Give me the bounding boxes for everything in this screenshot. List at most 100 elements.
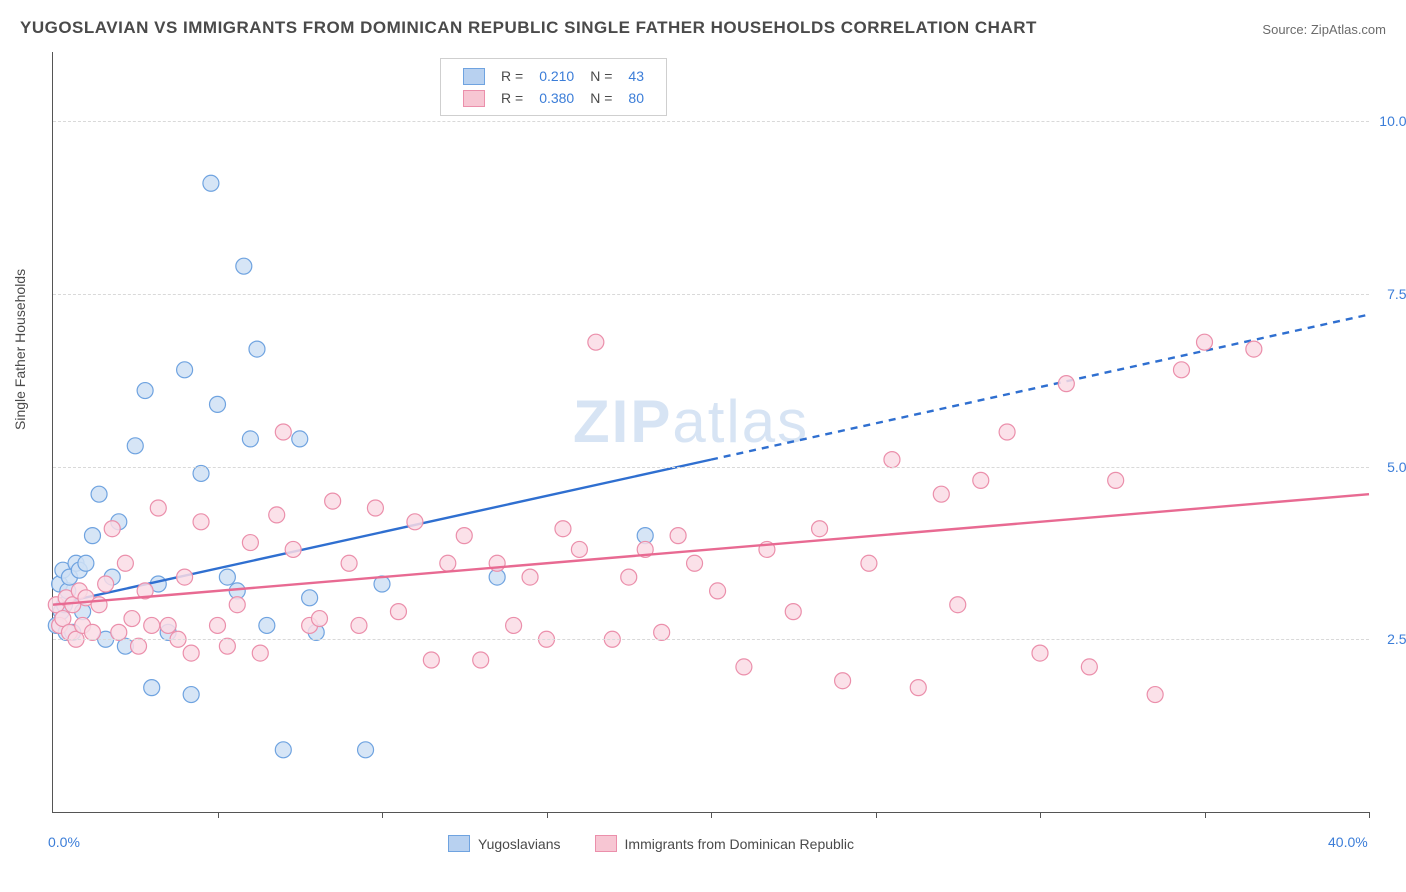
- scatter-point: [1081, 659, 1097, 675]
- scatter-point: [249, 341, 265, 357]
- scatter-point: [111, 624, 127, 640]
- scatter-point: [473, 652, 489, 668]
- legend-item: Immigrants from Dominican Republic: [595, 835, 855, 852]
- scatter-point: [311, 611, 327, 627]
- gridline-h: [53, 467, 1369, 468]
- scatter-point: [861, 555, 877, 571]
- scatter-point: [150, 500, 166, 516]
- scatter-point: [1032, 645, 1048, 661]
- scatter-point: [571, 541, 587, 557]
- scatter-point: [654, 624, 670, 640]
- scatter-point: [358, 742, 374, 758]
- legend-item: Yugoslavians: [448, 835, 561, 852]
- legend-swatch: [463, 68, 485, 85]
- scatter-point: [124, 611, 140, 627]
- scatter-point: [736, 659, 752, 675]
- chart-title: YUGOSLAVIAN VS IMMIGRANTS FROM DOMINICAN…: [20, 18, 1037, 38]
- scatter-point: [219, 569, 235, 585]
- scatter-point: [1197, 334, 1213, 350]
- x-tick-label: 0.0%: [48, 834, 80, 850]
- scatter-point: [252, 645, 268, 661]
- scatter-point: [341, 555, 357, 571]
- y-axis-label: Single Father Households: [12, 269, 28, 430]
- x-tick: [218, 812, 219, 818]
- source-attribution: Source: ZipAtlas.com: [1262, 22, 1386, 37]
- legend-n-value: 43: [620, 65, 652, 87]
- scatter-point: [423, 652, 439, 668]
- scatter-point: [292, 431, 308, 447]
- scatter-point: [785, 604, 801, 620]
- scatter-point: [1147, 687, 1163, 703]
- scatter-point: [193, 514, 209, 530]
- chart-container: YUGOSLAVIAN VS IMMIGRANTS FROM DOMINICAN…: [0, 0, 1406, 892]
- scatter-point: [104, 521, 120, 537]
- legend-label: Yugoslavians: [478, 836, 561, 852]
- scatter-point: [84, 528, 100, 544]
- scatter-point: [203, 175, 219, 191]
- scatter-point: [670, 528, 686, 544]
- legend-label: Immigrants from Dominican Republic: [625, 836, 855, 852]
- scatter-point: [812, 521, 828, 537]
- scatter-point: [999, 424, 1015, 440]
- scatter-point: [325, 493, 341, 509]
- scatter-point: [98, 576, 114, 592]
- x-tick: [547, 812, 548, 818]
- source-name: ZipAtlas.com: [1311, 22, 1386, 37]
- scatter-point: [285, 541, 301, 557]
- scatter-point: [456, 528, 472, 544]
- scatter-point: [259, 617, 275, 633]
- scatter-point: [269, 507, 285, 523]
- legend-n-label: N =: [582, 87, 620, 109]
- scatter-point: [144, 617, 160, 633]
- scatter-point: [555, 521, 571, 537]
- scatter-point: [117, 555, 133, 571]
- scatter-point: [588, 334, 604, 350]
- scatter-point: [1173, 362, 1189, 378]
- scatter-point: [91, 486, 107, 502]
- x-tick: [1205, 812, 1206, 818]
- scatter-point: [1246, 341, 1262, 357]
- scatter-point: [390, 604, 406, 620]
- scatter-point: [933, 486, 949, 502]
- legend-r-value: 0.380: [531, 87, 582, 109]
- legend-n-value: 80: [620, 87, 652, 109]
- x-tick-label: 40.0%: [1328, 834, 1368, 850]
- x-tick: [1369, 812, 1370, 818]
- legend-swatch: [595, 835, 617, 852]
- scatter-point: [144, 680, 160, 696]
- gridline-h: [53, 639, 1369, 640]
- scatter-point: [127, 438, 143, 454]
- scatter-point: [78, 555, 94, 571]
- legend-r-value: 0.210: [531, 65, 582, 87]
- scatter-point: [910, 680, 926, 696]
- y-tick-label: 2.5%: [1387, 631, 1406, 647]
- scatter-point: [522, 569, 538, 585]
- scatter-point: [687, 555, 703, 571]
- scatter-point: [1058, 376, 1074, 392]
- scatter-point: [440, 555, 456, 571]
- legend-stats: R =0.210N =43R =0.380N =80: [440, 58, 667, 116]
- scatter-point: [506, 617, 522, 633]
- scatter-point: [177, 362, 193, 378]
- scatter-point: [219, 638, 235, 654]
- legend-n-label: N =: [582, 65, 620, 87]
- legend-swatch: [448, 835, 470, 852]
- scatter-point: [973, 472, 989, 488]
- scatter-point: [131, 638, 147, 654]
- scatter-point: [210, 617, 226, 633]
- scatter-point: [884, 452, 900, 468]
- legend-r-label: R =: [493, 65, 531, 87]
- scatter-point: [1108, 472, 1124, 488]
- scatter-point: [210, 396, 226, 412]
- scatter-point: [229, 597, 245, 613]
- scatter-point: [242, 431, 258, 447]
- scatter-point: [275, 742, 291, 758]
- scatter-point: [407, 514, 423, 530]
- scatter-point: [710, 583, 726, 599]
- gridline-h: [53, 294, 1369, 295]
- y-tick-label: 7.5%: [1387, 286, 1406, 302]
- scatter-point: [91, 597, 107, 613]
- y-tick-label: 5.0%: [1387, 459, 1406, 475]
- scatter-point: [193, 465, 209, 481]
- scatter-point: [302, 590, 318, 606]
